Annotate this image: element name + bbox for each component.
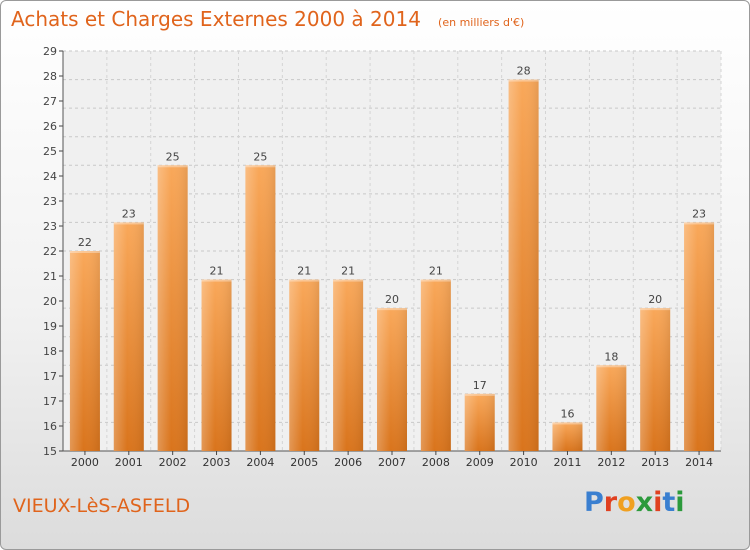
value-label: 21 [210, 265, 224, 278]
bar-shade [640, 308, 671, 451]
x-tick-label: 2000 [71, 456, 99, 469]
value-label: 20 [648, 293, 662, 306]
bar-shade [596, 365, 627, 451]
value-label: 25 [166, 150, 180, 163]
bar-top-highlight [157, 165, 188, 168]
value-label: 20 [385, 293, 399, 306]
bar-top-highlight [333, 279, 364, 282]
value-label: 28 [517, 65, 531, 78]
x-tick-label: 2011 [553, 456, 581, 469]
bar-shade [157, 165, 188, 452]
bar-top-highlight [552, 422, 583, 425]
y-tick-label: 26 [43, 120, 57, 133]
y-tick-label: 19 [43, 320, 57, 333]
x-tick-label: 2014 [685, 456, 713, 469]
bar-shade [245, 165, 276, 452]
logo-letter-4: i [653, 487, 663, 518]
bar-shade [333, 279, 364, 451]
x-tick-label: 2010 [510, 456, 538, 469]
bar-layer: 22 23 25 21 25 21 21 20 21 17 28 16 18 20 23 [69, 65, 715, 452]
bar-shade [289, 279, 320, 451]
bar-top-highlight [508, 79, 539, 82]
y-tick-label: 21 [43, 270, 57, 283]
bar-shade [420, 279, 451, 451]
bar-top-highlight [464, 393, 495, 396]
bar-top-highlight [289, 279, 320, 282]
x-tick-label: 2013 [641, 456, 669, 469]
x-tick-label: 2006 [334, 456, 362, 469]
y-tick-label: 22 [43, 245, 57, 258]
y-tick-label: 28 [43, 70, 57, 83]
logo-letter-1: r [603, 487, 618, 518]
value-label: 17 [473, 379, 487, 392]
bar-shade [464, 393, 495, 451]
value-label: 22 [78, 236, 92, 249]
bar-top-highlight [640, 308, 671, 311]
x-tick-label: 2012 [597, 456, 625, 469]
logo-letter-6: i [675, 487, 685, 518]
bar-shade [508, 79, 539, 452]
value-label: 21 [429, 265, 443, 278]
bar-top-highlight [69, 251, 100, 253]
logo-letter-3: x [635, 487, 654, 518]
bar-top-highlight [245, 165, 276, 168]
x-tick-label: 2001 [115, 456, 143, 469]
y-tick-label: 23 [43, 220, 57, 233]
value-label: 23 [692, 207, 706, 220]
title-row: Achats et Charges Externes 2000 à 2014 (… [11, 7, 524, 31]
y-tick-label: 18 [43, 345, 57, 358]
x-tick-label: 2002 [159, 456, 187, 469]
y-tick-label: 17 [43, 395, 57, 408]
axis-layer: 15 16 17 17 18 19 20 21 22 23 23 24 25 26 27 28 29 2000 20… [43, 45, 721, 469]
proxiti-logo: Proxiti [584, 487, 685, 518]
bar-shade [684, 222, 715, 451]
y-tick-label: 25 [43, 145, 57, 158]
bar-shade [69, 251, 100, 451]
x-tick-label: 2007 [378, 456, 406, 469]
y-tick-label: 29 [43, 45, 57, 58]
value-label: 25 [253, 150, 267, 163]
bar-shade [201, 279, 232, 451]
bar-top-highlight [113, 222, 144, 225]
y-tick-label: 23 [43, 195, 57, 208]
x-tick-label: 2008 [422, 456, 450, 469]
y-tick-label: 17 [43, 370, 57, 383]
logo-letter-2: o [617, 487, 636, 518]
bar-top-highlight [377, 308, 407, 311]
x-tick-label: 2003 [203, 456, 231, 469]
logo-letter-0: P [584, 487, 604, 518]
x-tick-label: 2005 [290, 456, 318, 469]
value-label: 21 [297, 265, 311, 278]
bar-shade [552, 422, 583, 451]
y-tick-label: 15 [43, 445, 57, 458]
y-tick-label: 20 [43, 295, 57, 308]
x-tick-label: 2004 [246, 456, 274, 469]
bar-top-highlight [201, 279, 232, 282]
y-tick-label: 27 [43, 95, 57, 108]
value-label: 18 [604, 350, 618, 363]
y-tick-label: 24 [43, 170, 57, 183]
bar-shade [377, 308, 407, 451]
y-tick-label: 16 [43, 420, 57, 433]
chart-subtitle: (en milliers d'€) [438, 16, 525, 29]
x-tick-label: 2009 [466, 456, 494, 469]
value-label: 16 [560, 407, 574, 420]
value-label: 23 [122, 207, 136, 220]
bar-shade [113, 222, 144, 451]
value-label: 21 [341, 265, 355, 278]
logo-letter-5: t [662, 487, 676, 518]
chart-title: Achats et Charges Externes 2000 à 2014 [11, 7, 421, 31]
bar-top-highlight [596, 365, 627, 368]
bar-top-highlight [420, 279, 451, 282]
bar-top-highlight [684, 222, 715, 225]
commune-name: VIEUX-LèS-ASFELD [13, 495, 191, 517]
